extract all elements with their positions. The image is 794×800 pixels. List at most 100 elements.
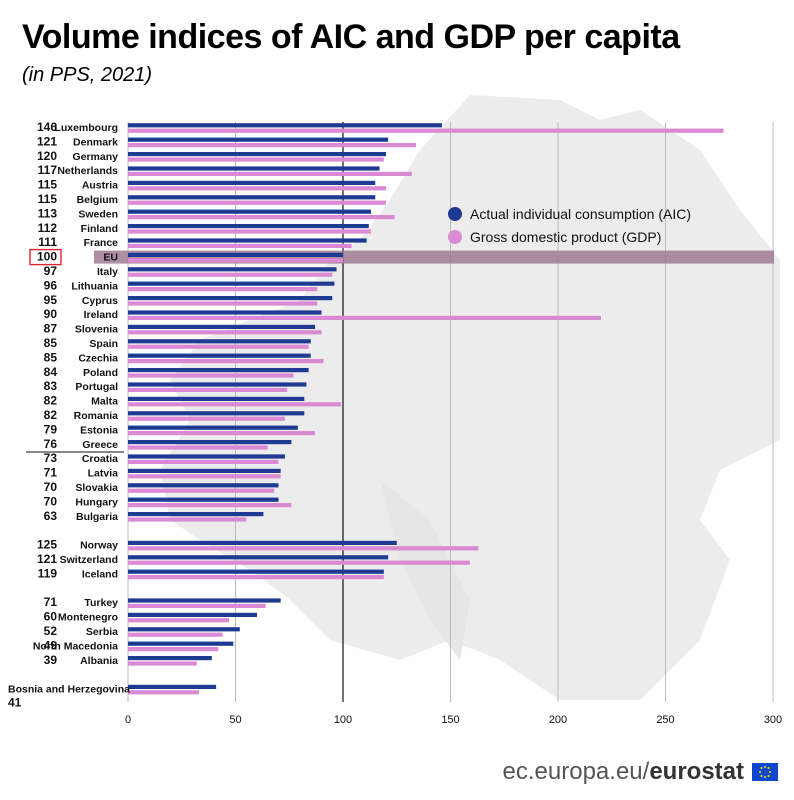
country-label: Switzerland [60,554,118,566]
value-label: 82 [44,408,58,422]
bar-aic [128,152,386,157]
bar-aic [128,483,279,488]
bar-gdp [128,647,219,652]
value-label: 84 [44,365,58,379]
value-label: 97 [44,264,58,278]
bar-aic [128,440,292,445]
bar-gdp [128,344,309,349]
country-label: Ireland [84,309,118,321]
bar-gdp [128,359,324,364]
bar-aic [128,238,367,243]
country-label: Luxembourg [54,122,118,134]
bar-gdp [128,243,352,248]
bar-gdp [128,603,266,608]
bar-gdp [128,373,294,378]
country-label: Lithuania [71,280,118,292]
country-label: Belgium [77,194,118,206]
bar-aic [128,310,322,315]
bar-aic [128,454,285,459]
eu-value-box [29,248,62,266]
value-label: 90 [44,307,58,321]
country-label: Latvia [88,468,119,480]
bar-aic [128,382,307,387]
bar-aic [128,339,311,344]
bar-aic [128,641,234,646]
bar-aic [128,555,389,560]
value-label: 115 [38,192,58,206]
bar-aic [128,684,217,689]
footer: ec.europa.eu/eurostat [503,758,778,786]
bar-gdp [128,157,384,162]
country-label: Slovenia [75,324,118,336]
country-label: Portugal [75,381,118,393]
country-label: Austria [82,180,118,192]
country-label: North Macedonia [33,640,118,652]
eu-flag-icon [752,763,778,781]
value-label: 100 [37,250,57,264]
bar-gdp [128,200,386,205]
value-label: 70 [44,480,58,494]
bar-aic [128,497,279,502]
country-label: Montenegro [58,612,118,624]
country-label: Germany [72,151,118,163]
bar-aic [128,569,384,574]
value-label: 52 [44,624,58,638]
bar-gdp [128,661,197,666]
bar-gdp [128,431,316,436]
bar-aic [128,252,343,257]
bar-gdp [128,416,285,421]
country-label: Bosnia and Herzegovina [8,684,130,696]
bar-aic [128,224,369,229]
value-label: 125 [37,538,57,552]
bar-aic [128,512,264,517]
country-label: Netherlands [57,165,118,177]
value-label: 112 [38,221,58,235]
value-label: 85 [44,350,58,364]
bar-aic [128,368,309,373]
country-label: Turkey [84,597,118,609]
bar-aic [128,281,335,286]
country-label: Norway [80,540,118,552]
value-label: 113 [38,206,58,220]
x-tick-label: 50 [229,714,241,726]
chart-title: Volume indices of AIC and GDP per capita [22,18,680,56]
bar-aic [128,296,333,301]
bar-gdp [128,488,275,493]
bar-aic [128,166,380,171]
value-label: 41 [8,696,22,710]
country-label: Czechia [78,352,118,364]
bar-gdp [128,301,318,306]
x-axis: 0 50 100 150 200 250 300 [125,714,782,726]
eurostat-site[interactable]: ec.europa.eu/eurostat [503,758,744,786]
bar-gdp [128,315,601,320]
bar-gdp [128,459,279,464]
value-label: 111 [38,235,57,249]
bar-gdp [128,402,341,407]
bar-gdp [128,632,223,637]
bar-gdp [128,503,292,508]
x-tick-label: 150 [441,714,459,726]
legend-gdp-marker [448,230,462,244]
bar-gdp [128,690,199,695]
bar-gdp [128,287,318,292]
bar-aic [128,540,397,545]
bar-aic [128,425,298,430]
x-tick-label: 200 [549,714,567,726]
value-label: 73 [44,451,58,465]
value-label: 79 [44,422,58,436]
bar-aic [128,123,442,128]
value-label: 82 [44,394,58,408]
country-label: Iceland [82,568,118,580]
bar-aic [128,656,212,661]
value-label: 76 [44,437,58,451]
value-label: 39 [44,653,58,667]
country-label: Italy [97,266,118,278]
country-label: Greece [82,439,118,451]
legend-aic-marker [448,207,462,221]
bar-aic [128,598,281,603]
bar-gdp [128,171,412,176]
x-tick-label: 250 [656,714,674,726]
bar-gdp [128,229,371,234]
value-label: 120 [37,149,57,163]
bar-gdp [128,575,384,580]
